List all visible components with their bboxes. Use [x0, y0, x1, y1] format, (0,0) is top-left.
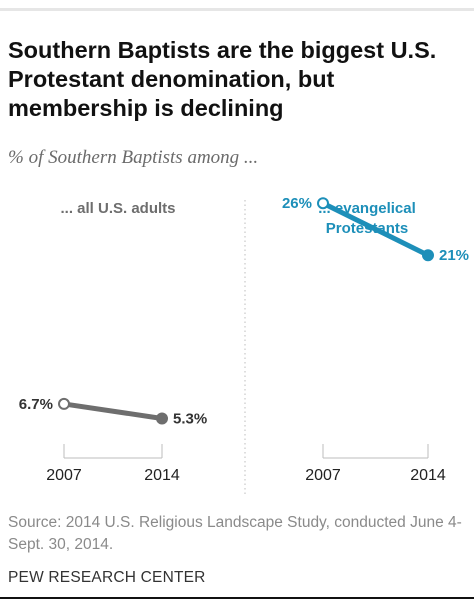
x-tick-label: 2007 — [46, 467, 82, 484]
x-tick-label: 2007 — [305, 467, 341, 484]
data-label-2007: 6.7% — [19, 396, 53, 413]
bottom-rule — [0, 597, 474, 599]
data-point-2007 — [58, 397, 70, 410]
top-rule — [0, 8, 474, 11]
data-label-2014: 5.3% — [173, 410, 207, 427]
x-tick-label: 2014 — [410, 467, 446, 484]
organization-name: PEW RESEARCH CENTER — [8, 569, 206, 586]
source-note: Source: 2014 U.S. Religious Landscape St… — [8, 514, 462, 553]
series-line — [321, 200, 430, 258]
data-point-2014 — [422, 249, 434, 262]
chart-subtitle: % of Southern Baptists among ... — [8, 147, 259, 168]
panel-title-line: ... all U.S. adults — [60, 200, 175, 217]
data-label-2014: 21% — [439, 247, 469, 264]
data-point-2014 — [156, 412, 168, 425]
data-point-2007 — [317, 197, 329, 210]
data-label-2007: 26% — [282, 195, 312, 212]
chart-title: Southern Baptists are the biggest U.S. P… — [8, 37, 437, 121]
x-tick-label: 2014 — [144, 467, 180, 484]
series-line — [63, 401, 163, 421]
